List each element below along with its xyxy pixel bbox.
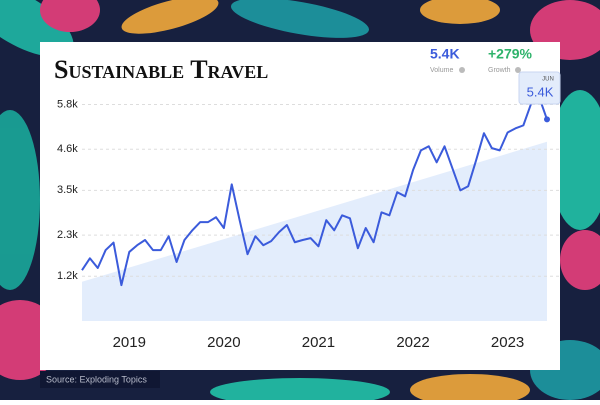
x-tick-label: 2020 [207, 334, 240, 351]
y-tick-label: 2.3k [57, 229, 78, 241]
x-tick-label: 2023 [491, 334, 524, 351]
x-tick-label: 2022 [396, 334, 429, 351]
tooltip-label: JUN [542, 77, 554, 83]
source-strip [40, 371, 160, 388]
y-tick-label: 5.8k [57, 98, 78, 110]
x-tick-label: 2021 [302, 334, 335, 351]
info-icon [515, 67, 521, 73]
y-tick-label: 3.5k [57, 184, 78, 196]
stat-label: Volume [430, 67, 453, 74]
end-point [544, 116, 550, 123]
tooltip [518, 71, 561, 105]
stat-value: +279% [488, 46, 533, 62]
y-tick-label: 1.2k [57, 270, 78, 282]
stat-value: 5.4K [430, 46, 460, 62]
y-tick-label: 4.6k [57, 143, 78, 155]
x-tick-label: 2019 [113, 334, 146, 351]
source: Source: Exploding Topics [46, 374, 147, 384]
info-icon [459, 67, 465, 73]
tooltip-value: 5.4K [527, 84, 554, 99]
stat-label: Growth [488, 67, 511, 74]
chart-title: Sustainable Travel [54, 55, 268, 84]
line [81, 96, 548, 287]
